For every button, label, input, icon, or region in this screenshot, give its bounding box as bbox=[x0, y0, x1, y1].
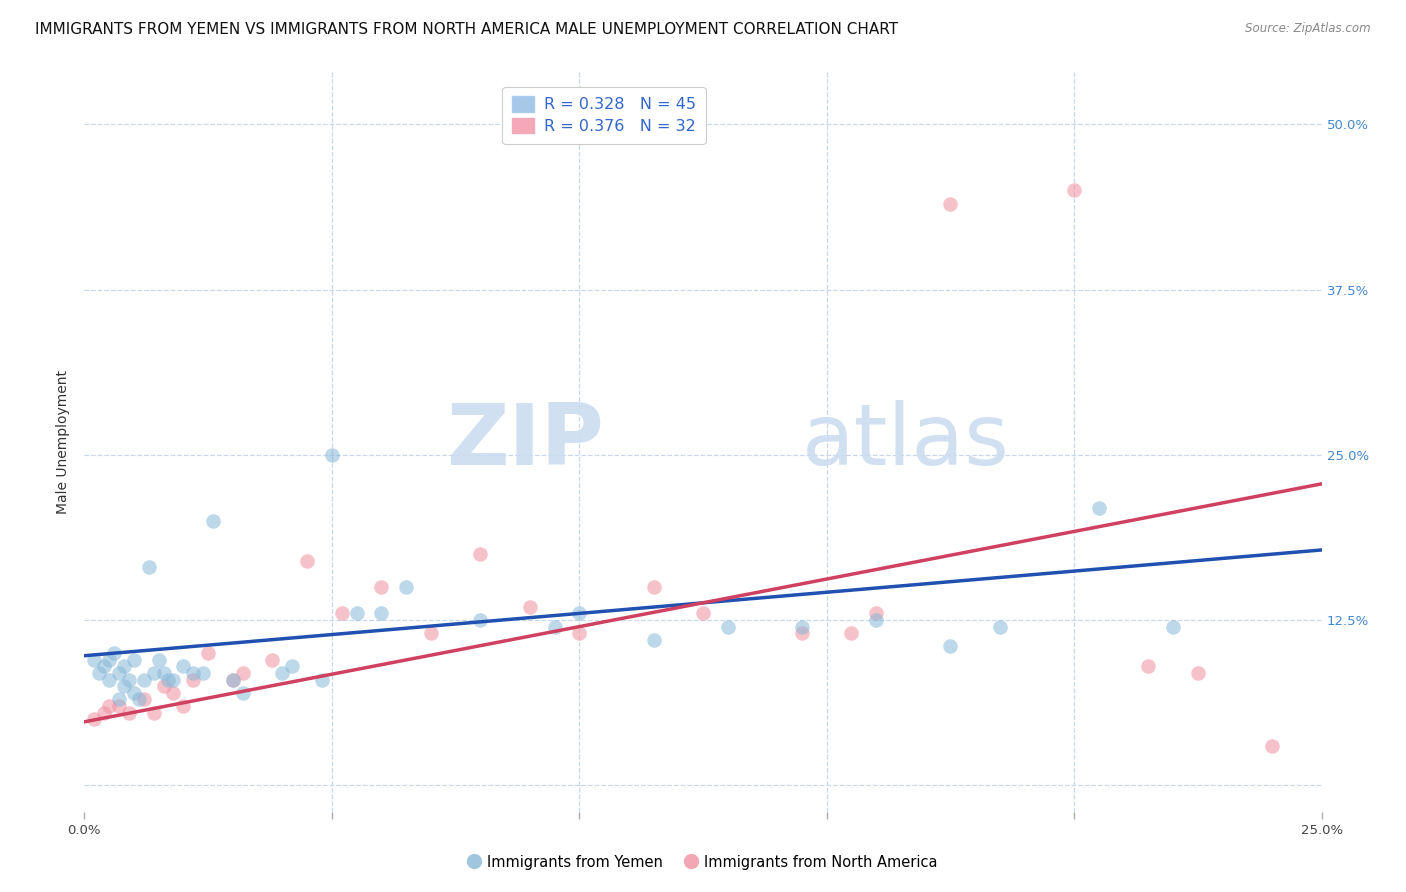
Point bbox=[321, 448, 343, 462]
Point bbox=[1187, 665, 1209, 680]
Point bbox=[93, 659, 115, 673]
Point bbox=[142, 665, 165, 680]
Point bbox=[148, 653, 170, 667]
Point bbox=[419, 626, 441, 640]
Legend: R = 0.328   N = 45, R = 0.376   N = 32: R = 0.328 N = 45, R = 0.376 N = 32 bbox=[502, 87, 706, 144]
Point bbox=[122, 653, 145, 667]
Point bbox=[128, 692, 150, 706]
Point bbox=[157, 673, 180, 687]
Point bbox=[122, 686, 145, 700]
Point bbox=[346, 607, 368, 621]
Point bbox=[1063, 183, 1085, 197]
Point bbox=[172, 659, 194, 673]
Point bbox=[717, 620, 740, 634]
Point bbox=[262, 653, 284, 667]
Point bbox=[202, 514, 225, 528]
Point bbox=[98, 673, 121, 687]
Point bbox=[191, 665, 214, 680]
Point bbox=[162, 686, 184, 700]
Point bbox=[1088, 500, 1111, 515]
Point bbox=[1137, 659, 1160, 673]
Point bbox=[93, 706, 115, 720]
Point bbox=[108, 692, 131, 706]
Text: atlas: atlas bbox=[801, 400, 1010, 483]
Point bbox=[988, 620, 1011, 634]
Point bbox=[108, 698, 131, 713]
Point bbox=[142, 706, 165, 720]
Point bbox=[295, 553, 318, 567]
Point bbox=[103, 646, 125, 660]
Point bbox=[543, 620, 565, 634]
Point bbox=[370, 580, 392, 594]
Point bbox=[222, 673, 245, 687]
Point bbox=[330, 607, 353, 621]
Point bbox=[132, 673, 155, 687]
Point bbox=[83, 712, 105, 726]
Point bbox=[89, 665, 111, 680]
Point bbox=[197, 646, 219, 660]
Point bbox=[519, 599, 541, 614]
Point bbox=[118, 673, 141, 687]
Point bbox=[939, 196, 962, 211]
Point bbox=[152, 679, 174, 693]
Point bbox=[118, 706, 141, 720]
Point bbox=[181, 665, 204, 680]
Point bbox=[281, 659, 304, 673]
Point bbox=[643, 580, 665, 594]
Point bbox=[181, 673, 204, 687]
Point bbox=[370, 607, 392, 621]
Legend: Immigrants from Yemen, Immigrants from North America: Immigrants from Yemen, Immigrants from N… bbox=[463, 849, 943, 876]
Point bbox=[232, 686, 254, 700]
Point bbox=[643, 632, 665, 647]
Point bbox=[1261, 739, 1284, 753]
Point bbox=[1161, 620, 1184, 634]
Point bbox=[138, 560, 160, 574]
Text: ZIP: ZIP bbox=[446, 400, 605, 483]
Point bbox=[98, 653, 121, 667]
Point bbox=[841, 626, 863, 640]
Point bbox=[162, 673, 184, 687]
Point bbox=[172, 698, 194, 713]
Point bbox=[790, 626, 813, 640]
Text: Source: ZipAtlas.com: Source: ZipAtlas.com bbox=[1246, 22, 1371, 36]
Point bbox=[222, 673, 245, 687]
Point bbox=[152, 665, 174, 680]
Point bbox=[132, 692, 155, 706]
Point bbox=[865, 613, 887, 627]
Point bbox=[311, 673, 333, 687]
Point bbox=[112, 659, 135, 673]
Point bbox=[568, 626, 591, 640]
Point bbox=[98, 698, 121, 713]
Point bbox=[83, 653, 105, 667]
Y-axis label: Male Unemployment: Male Unemployment bbox=[56, 369, 70, 514]
Point bbox=[232, 665, 254, 680]
Point bbox=[692, 607, 714, 621]
Point bbox=[939, 640, 962, 654]
Point bbox=[470, 613, 492, 627]
Point bbox=[112, 679, 135, 693]
Point bbox=[108, 665, 131, 680]
Point bbox=[470, 547, 492, 561]
Point bbox=[271, 665, 294, 680]
Point bbox=[395, 580, 418, 594]
Point bbox=[568, 607, 591, 621]
Text: IMMIGRANTS FROM YEMEN VS IMMIGRANTS FROM NORTH AMERICA MALE UNEMPLOYMENT CORRELA: IMMIGRANTS FROM YEMEN VS IMMIGRANTS FROM… bbox=[35, 22, 898, 37]
Point bbox=[790, 620, 813, 634]
Point bbox=[865, 607, 887, 621]
